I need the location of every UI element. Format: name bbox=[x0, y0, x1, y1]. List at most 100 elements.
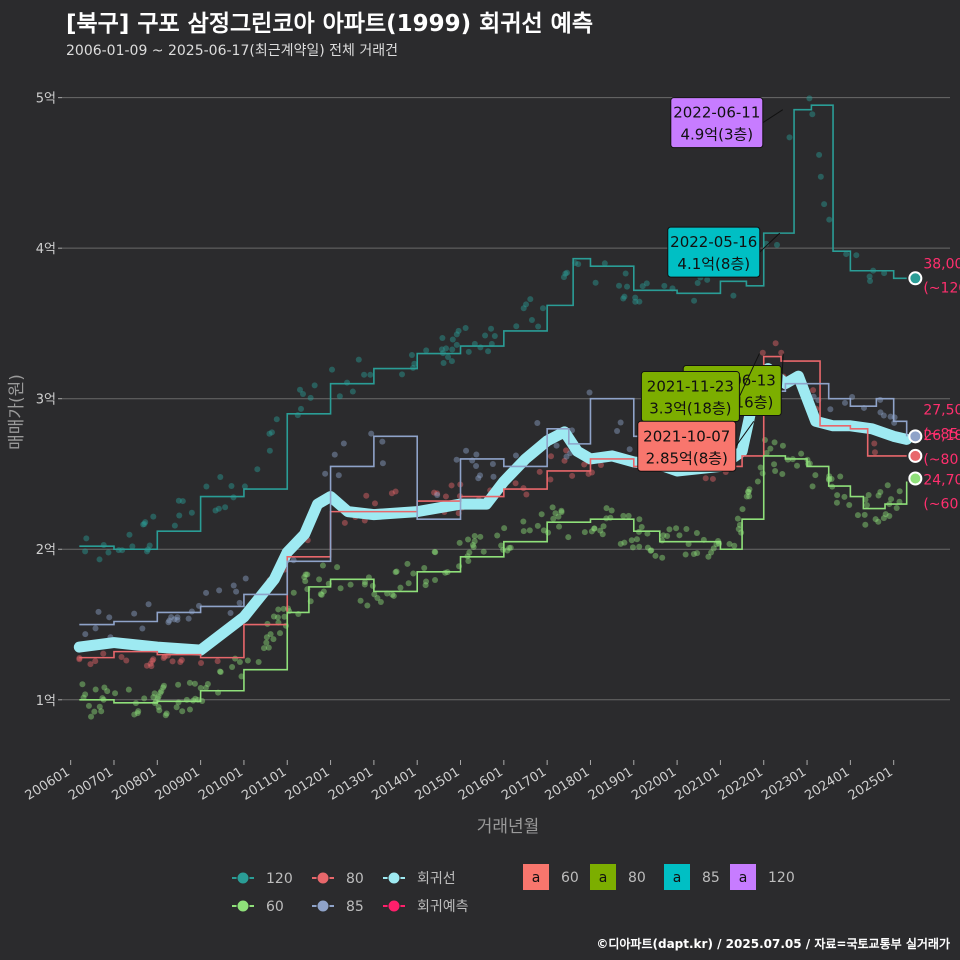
trade-point bbox=[812, 472, 819, 479]
trade-point bbox=[896, 488, 903, 495]
trade-point bbox=[160, 684, 167, 691]
trade-point bbox=[491, 332, 498, 339]
trade-point bbox=[302, 571, 309, 578]
trade-point bbox=[337, 585, 344, 592]
callout-leader bbox=[762, 109, 784, 124]
trade-point bbox=[806, 95, 813, 102]
trade-point bbox=[683, 526, 690, 533]
trade-point bbox=[880, 515, 887, 522]
callout-leader bbox=[738, 353, 760, 397]
trade-point bbox=[275, 606, 282, 613]
trade-point bbox=[157, 689, 164, 696]
trade-point bbox=[843, 251, 850, 258]
trade-point bbox=[581, 461, 588, 468]
trade-point bbox=[527, 296, 534, 303]
trade-point bbox=[817, 173, 824, 180]
trade-point bbox=[443, 345, 450, 352]
x-tick-label: 200601 bbox=[23, 765, 73, 804]
trade-point bbox=[270, 613, 277, 620]
trade-point bbox=[501, 525, 508, 532]
trade-point bbox=[448, 358, 455, 365]
trade-point bbox=[534, 419, 541, 426]
trade-point bbox=[639, 283, 646, 290]
trade-point bbox=[166, 617, 173, 624]
callout-labels: 2022-06-114.9억(3층)2022-05-164.1억(8층)2022… bbox=[637, 97, 784, 472]
trade-point bbox=[549, 504, 556, 511]
trade-point bbox=[871, 449, 878, 456]
trade-point bbox=[411, 360, 418, 367]
trade-point bbox=[106, 614, 113, 621]
trade-point bbox=[442, 493, 449, 500]
trade-point bbox=[888, 496, 895, 503]
trade-point bbox=[877, 409, 884, 416]
trade-point bbox=[438, 346, 445, 353]
trade-point bbox=[702, 475, 709, 482]
callout-box bbox=[670, 97, 764, 149]
y-tick-label: 4억 bbox=[36, 242, 56, 257]
trade-point bbox=[659, 554, 666, 561]
trade-point bbox=[266, 430, 273, 437]
trade-point bbox=[134, 710, 141, 717]
trade-point bbox=[471, 538, 478, 545]
trade-point bbox=[540, 527, 547, 534]
end-area: (~80㎡) bbox=[923, 452, 960, 468]
trade-point bbox=[498, 542, 505, 549]
trade-point bbox=[217, 669, 224, 676]
trade-point bbox=[304, 571, 311, 578]
trade-point bbox=[160, 682, 167, 689]
trade-point bbox=[146, 542, 153, 549]
trade-point bbox=[95, 608, 102, 615]
trade-point bbox=[322, 470, 329, 477]
trade-point bbox=[601, 260, 608, 267]
legend-box bbox=[664, 864, 690, 890]
trade-point bbox=[893, 504, 900, 511]
trade-point bbox=[466, 549, 473, 556]
legend-label: 80 bbox=[346, 871, 364, 887]
trade-point bbox=[563, 269, 570, 276]
trade-point bbox=[591, 525, 598, 532]
trade-point bbox=[165, 619, 172, 626]
trade-point bbox=[431, 548, 438, 555]
trade-point bbox=[809, 111, 816, 118]
trade-point bbox=[767, 445, 774, 452]
trade-point bbox=[230, 582, 237, 589]
x-tick-label: 202001 bbox=[629, 765, 679, 804]
trade-point bbox=[96, 703, 103, 710]
trade-point bbox=[392, 569, 399, 576]
trade-point bbox=[548, 453, 555, 460]
trade-point bbox=[274, 614, 281, 621]
trade-point bbox=[168, 614, 175, 621]
legend-box-glyph: a bbox=[739, 870, 748, 886]
trade-point bbox=[616, 282, 623, 289]
trade-point bbox=[608, 507, 615, 514]
trade-point bbox=[367, 371, 374, 378]
trade-point bbox=[693, 529, 700, 536]
trade-point bbox=[290, 557, 297, 564]
trade-point bbox=[192, 695, 199, 702]
trade-point bbox=[563, 447, 570, 454]
trade-point bbox=[586, 389, 593, 396]
trade-point bbox=[92, 625, 99, 632]
trade-point bbox=[320, 588, 327, 595]
trade-point bbox=[296, 386, 303, 393]
trade-point bbox=[228, 482, 235, 489]
y-tick-label: 2억 bbox=[36, 543, 56, 558]
end-labels: 38,000 (~120㎡) 27,500 (~85㎡)26,183 (~80㎡) 24,… bbox=[908, 256, 960, 512]
x-tick-label: 201601 bbox=[456, 765, 506, 804]
callout-value: 2.85억(8층) bbox=[646, 449, 728, 467]
trade-point bbox=[556, 523, 563, 530]
trade-point bbox=[638, 524, 645, 531]
trade-point bbox=[155, 693, 162, 700]
trade-point bbox=[318, 591, 325, 598]
trade-point bbox=[263, 634, 270, 641]
trade-point bbox=[261, 645, 268, 652]
x-axis: 2006012007012008012009012010012011012012… bbox=[23, 760, 896, 804]
trade-point bbox=[126, 531, 133, 538]
trade-point bbox=[131, 711, 138, 718]
trade-point bbox=[550, 515, 557, 522]
trade-point bbox=[614, 427, 621, 434]
series-line-85 bbox=[79, 382, 908, 626]
trade-point bbox=[585, 470, 592, 477]
trade-point bbox=[882, 511, 889, 518]
trade-point bbox=[377, 599, 384, 606]
